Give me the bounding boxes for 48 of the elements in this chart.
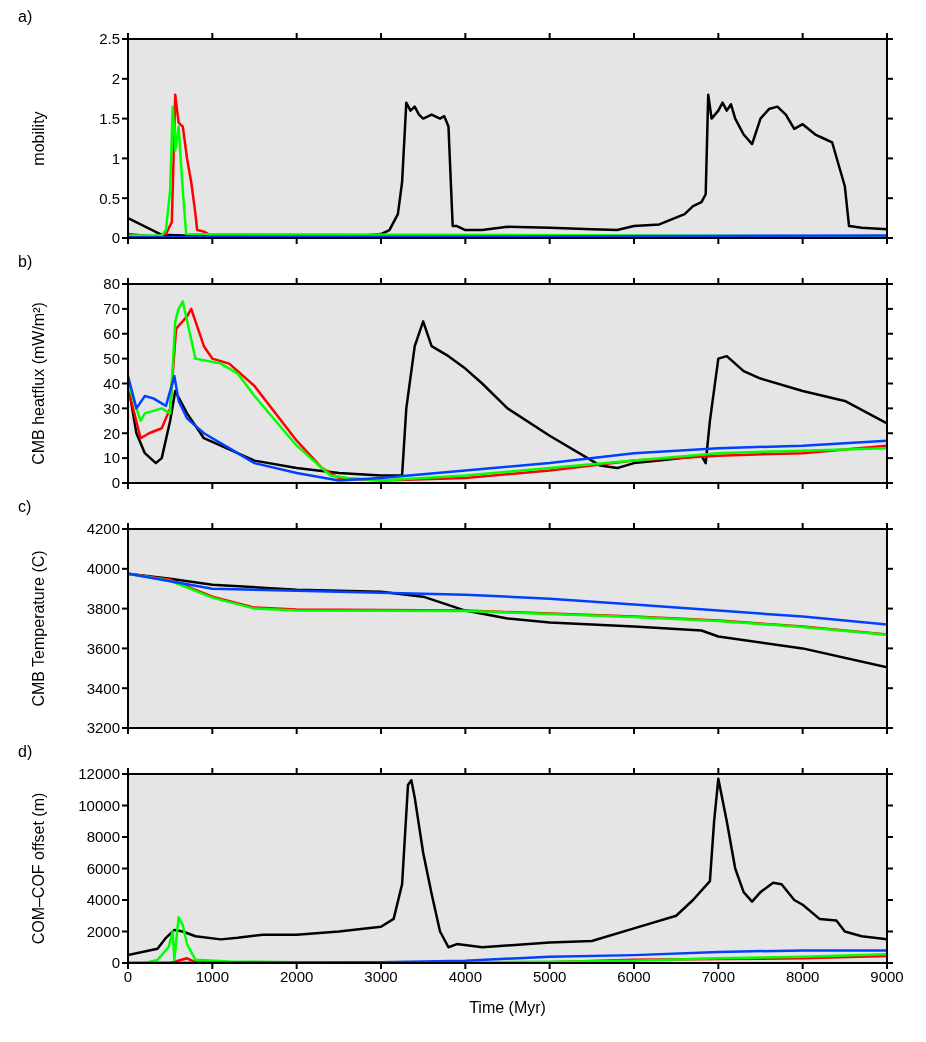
y-tick-label: 2 bbox=[111, 70, 120, 88]
y-tick-label: 4000 bbox=[86, 891, 120, 909]
y-tick-label: 3400 bbox=[86, 679, 120, 697]
line-series bbox=[128, 572, 887, 626]
x-tick-label: 9000 bbox=[870, 967, 904, 985]
y-tick-label: 60 bbox=[103, 325, 120, 343]
chart-title: a) bbox=[18, 8, 33, 26]
y-tick-label: 1.5 bbox=[99, 109, 120, 127]
x-tick-label: 2000 bbox=[279, 967, 314, 985]
x-tick-label: 8000 bbox=[785, 967, 820, 985]
y-tick-label: 50 bbox=[103, 349, 120, 367]
y-tick-label: 20 bbox=[103, 424, 120, 442]
y-tick-label: 3600 bbox=[86, 639, 120, 657]
y-tick-label: 4000 bbox=[86, 560, 120, 578]
x-axis-title: Time (Myr) bbox=[469, 999, 546, 1016]
y-tick-label: 0 bbox=[111, 229, 120, 247]
y-axis-title: mobility bbox=[29, 111, 47, 166]
x-tick-label: 3000 bbox=[364, 967, 398, 985]
y-tick-label: 6000 bbox=[86, 859, 120, 877]
y-tick-label: 80 bbox=[103, 275, 120, 293]
y-tick-label: 0 bbox=[111, 474, 120, 492]
y-axis-title: CMB Temperature (C) bbox=[29, 550, 47, 707]
y-tick-label: 3200 bbox=[86, 719, 120, 737]
y-tick-label: 10 bbox=[103, 449, 120, 467]
y-tick-label: 2000 bbox=[86, 922, 120, 940]
chart-title: d) bbox=[18, 743, 33, 761]
x-tick-label: 5000 bbox=[532, 967, 567, 985]
x-tick-label: 0 bbox=[123, 967, 133, 985]
y-tick-label: 40 bbox=[103, 374, 120, 392]
chart-title: b) bbox=[18, 253, 33, 271]
y-tick-label: 1 bbox=[111, 149, 120, 167]
y-axis-title: CMB heatflux (mW/m²) bbox=[29, 302, 47, 465]
y-axis-title: COM–COF offset (m) bbox=[29, 792, 47, 945]
chart-title: c) bbox=[18, 498, 32, 516]
y-tick-label: 10000 bbox=[78, 796, 120, 814]
y-tick-label: 4200 bbox=[86, 520, 120, 538]
x-tick-label: 7000 bbox=[701, 967, 736, 985]
y-tick-label: 12000 bbox=[78, 765, 120, 783]
y-tick-label: 70 bbox=[103, 300, 120, 318]
y-tick-label: 0 bbox=[111, 954, 120, 972]
y-tick-label: 30 bbox=[103, 399, 120, 417]
y-tick-label: 3800 bbox=[86, 599, 120, 617]
x-tick-label: 4000 bbox=[448, 967, 483, 985]
y-tick-label: 0.5 bbox=[99, 189, 120, 207]
x-tick-label: 1000 bbox=[195, 967, 230, 985]
y-tick-label: 8000 bbox=[86, 828, 120, 846]
x-tick-label: 6000 bbox=[617, 967, 651, 985]
y-tick-label: 2.5 bbox=[99, 30, 120, 48]
